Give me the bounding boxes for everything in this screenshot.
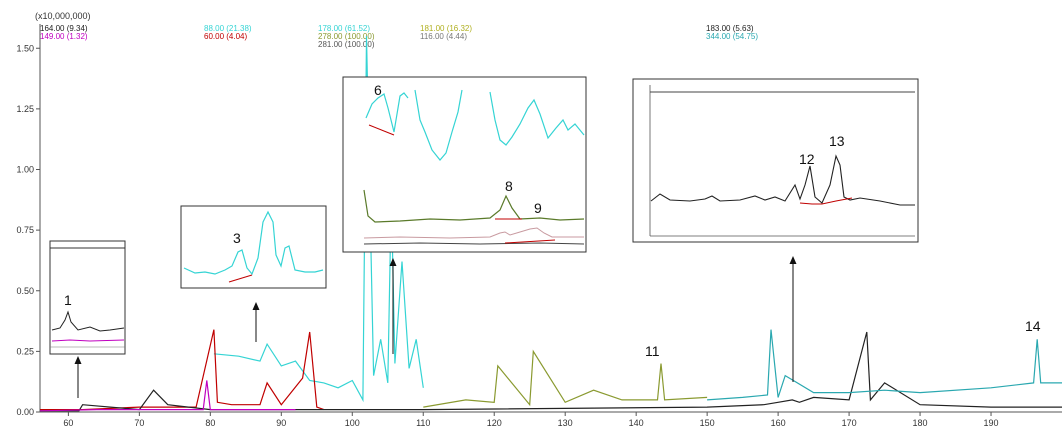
arrowhead-icon <box>252 302 260 310</box>
series-line <box>39 380 296 412</box>
peak-6-label: 6 <box>374 82 382 98</box>
inset-peak-1: 1 <box>49 240 126 355</box>
x-tick-label: 170 <box>842 418 857 428</box>
x-tick-label: 140 <box>629 418 644 428</box>
series-line <box>213 36 424 403</box>
x-tick-label: 110 <box>416 418 430 428</box>
peak-3-label: 3 <box>233 230 241 246</box>
x-tick-label: 160 <box>771 418 786 428</box>
y-tick-label: 1.25 <box>16 104 34 114</box>
legend-entry: 164.00 (9.34) <box>40 24 88 33</box>
legend-entry: 181.00 (16.32) <box>420 24 472 33</box>
x-tick-label: 130 <box>558 418 573 428</box>
peak-8-label: 8 <box>505 178 513 194</box>
arrowhead-icon <box>789 256 797 264</box>
y-tick-label: 0.00 <box>16 407 34 417</box>
peak-12-label: 12 <box>799 151 815 167</box>
inset-peaks-12-13: 12 13 <box>632 78 919 243</box>
legend-entry: 344.00 (54.75) <box>706 32 758 41</box>
x-tick-label: 190 <box>984 418 999 428</box>
x-tick-label: 150 <box>700 418 715 428</box>
x-tick-label: 70 <box>134 418 144 428</box>
x-tick-label: 120 <box>487 418 502 428</box>
series-line <box>40 331 1062 412</box>
legend-entry: 60.00 (4.04) <box>204 32 247 41</box>
axis-ticks: 60 70 80 90 100 110 120 130 140 150 160 170 180 190 0.… <box>16 43 998 428</box>
arrowhead-icon <box>389 258 397 266</box>
inset-peak-3: 3 <box>180 205 327 289</box>
arrowhead-icon <box>74 356 82 364</box>
y-tick-label: 1.50 <box>16 43 34 53</box>
legend-entry: 278.00 (100.00) <box>318 32 375 41</box>
peak-13-label: 13 <box>829 133 845 149</box>
peak-14-label: 14 <box>1025 318 1041 334</box>
legend-entry: 149.00 (1.32) <box>40 32 88 41</box>
legend: 164.00 (9.34)149.00 (1.32) 88.00 (21.38)6… <box>40 24 758 49</box>
y-multiplier-label: (x10,000,000) <box>35 11 91 21</box>
y-tick-label: 0.50 <box>16 286 34 296</box>
series-line <box>707 329 1062 401</box>
x-tick-label: 100 <box>345 418 360 428</box>
x-tick-label: 180 <box>913 418 928 428</box>
x-tick-label: 80 <box>205 418 215 428</box>
series-line <box>40 329 325 411</box>
x-tick-label: 60 <box>63 418 73 428</box>
inset-peaks-6-8-9: 6 8 9 <box>342 76 587 253</box>
y-tick-label: 0.75 <box>16 225 34 235</box>
series-lines <box>39 36 1062 412</box>
series-line <box>423 349 708 408</box>
legend-entry: 88.00 (21.38) <box>204 24 252 33</box>
peak-9-label: 9 <box>534 200 542 216</box>
y-tick-label: 0.25 <box>16 346 34 356</box>
legend-entry: 178.00 (61.52) <box>318 24 370 33</box>
y-tick-label: 1.00 <box>16 165 34 175</box>
peak-11-label: 11 <box>645 343 660 359</box>
legend-entry: 116.00 (4.44) <box>420 32 467 41</box>
peak-1-label: 1 <box>64 292 72 308</box>
legend-entry: 183.00 (5.63) <box>706 24 754 33</box>
x-tick-label: 90 <box>276 418 286 428</box>
legend-entry: 281.00 (100.00) <box>318 40 375 49</box>
